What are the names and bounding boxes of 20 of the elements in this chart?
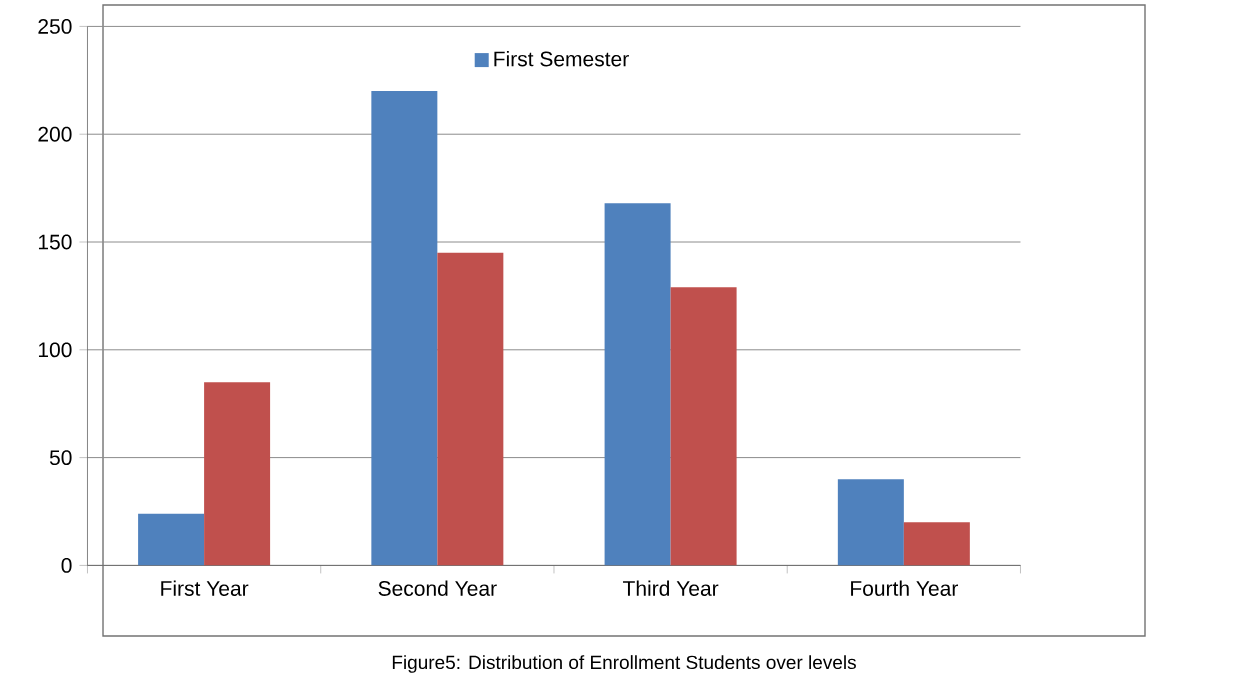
y-tick-label: 200 xyxy=(38,126,72,142)
bar xyxy=(437,252,504,566)
bar xyxy=(138,513,205,566)
y-tick-label: 250 xyxy=(38,19,72,34)
y-tick-label: 0 xyxy=(61,557,72,573)
legend-label: First Semester xyxy=(494,50,629,67)
bar xyxy=(903,522,970,566)
bar xyxy=(604,203,671,566)
x-tick-label: Second Year xyxy=(378,580,497,596)
y-tick-label: 150 xyxy=(38,234,72,250)
y-tick-label: 50 xyxy=(49,450,72,466)
caption: Figure5: Distribution of Enrollment Students over levels xyxy=(392,655,856,673)
x-tick-label: First Year xyxy=(161,580,249,596)
y-tick-label: 100 xyxy=(38,342,72,358)
bar xyxy=(371,91,438,566)
x-tick-label: Fourth Year xyxy=(851,580,958,596)
bar xyxy=(204,382,271,566)
bar xyxy=(670,287,737,566)
bar xyxy=(837,479,904,566)
x-tick-label: Third Year xyxy=(623,580,719,596)
